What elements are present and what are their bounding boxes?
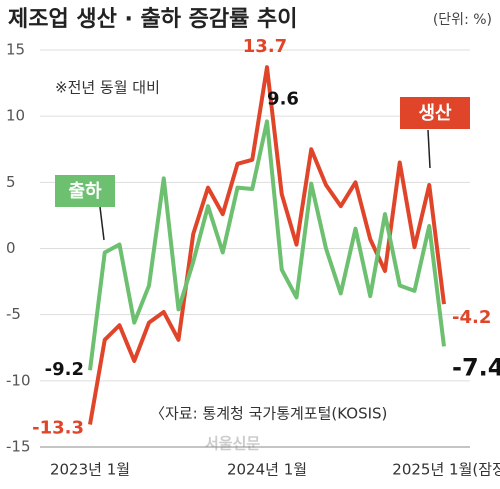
y-tick-label: 10 xyxy=(6,107,25,125)
y-tick-label: -15 xyxy=(6,438,31,456)
x-tick-label: 2023년 1월 xyxy=(50,461,130,479)
y-tick-label: -5 xyxy=(6,305,21,323)
source: 〈자료: 통계청 국가통계포털(KOSIS) xyxy=(150,405,387,423)
watermark: 서울신문 xyxy=(205,435,260,453)
x-tick-label: 2025년 1월(잠정) xyxy=(392,461,500,479)
y-tick-label: 5 xyxy=(6,173,16,191)
data-label: 13.7 xyxy=(243,36,287,57)
unit: (단위: %) xyxy=(433,12,492,28)
legend-label: 생산 xyxy=(418,103,452,124)
note: ※전년 동월 대비 xyxy=(55,79,160,97)
data-label: 9.6 xyxy=(267,88,299,109)
data-label: -9.2 xyxy=(45,359,84,380)
y-tick-label: 15 xyxy=(6,41,25,59)
y-tick-label: 0 xyxy=(6,239,16,257)
line xyxy=(88,119,446,371)
x-tick-label: 2024년 1월 xyxy=(227,461,307,479)
data-label: -7.4 xyxy=(452,353,500,381)
data-label: -4.2 xyxy=(452,307,491,328)
data-label: -13.3 xyxy=(32,418,84,439)
line xyxy=(88,65,446,425)
legend-label: 출하 xyxy=(68,181,102,202)
chart-title: 제조업 생산 · 출하 증감률 추이 xyxy=(8,7,298,32)
legend-box xyxy=(400,97,470,129)
legend-box xyxy=(55,175,115,207)
y-tick-label: -10 xyxy=(6,371,31,389)
callout-pointer xyxy=(99,206,105,241)
callout-pointer xyxy=(427,129,431,169)
